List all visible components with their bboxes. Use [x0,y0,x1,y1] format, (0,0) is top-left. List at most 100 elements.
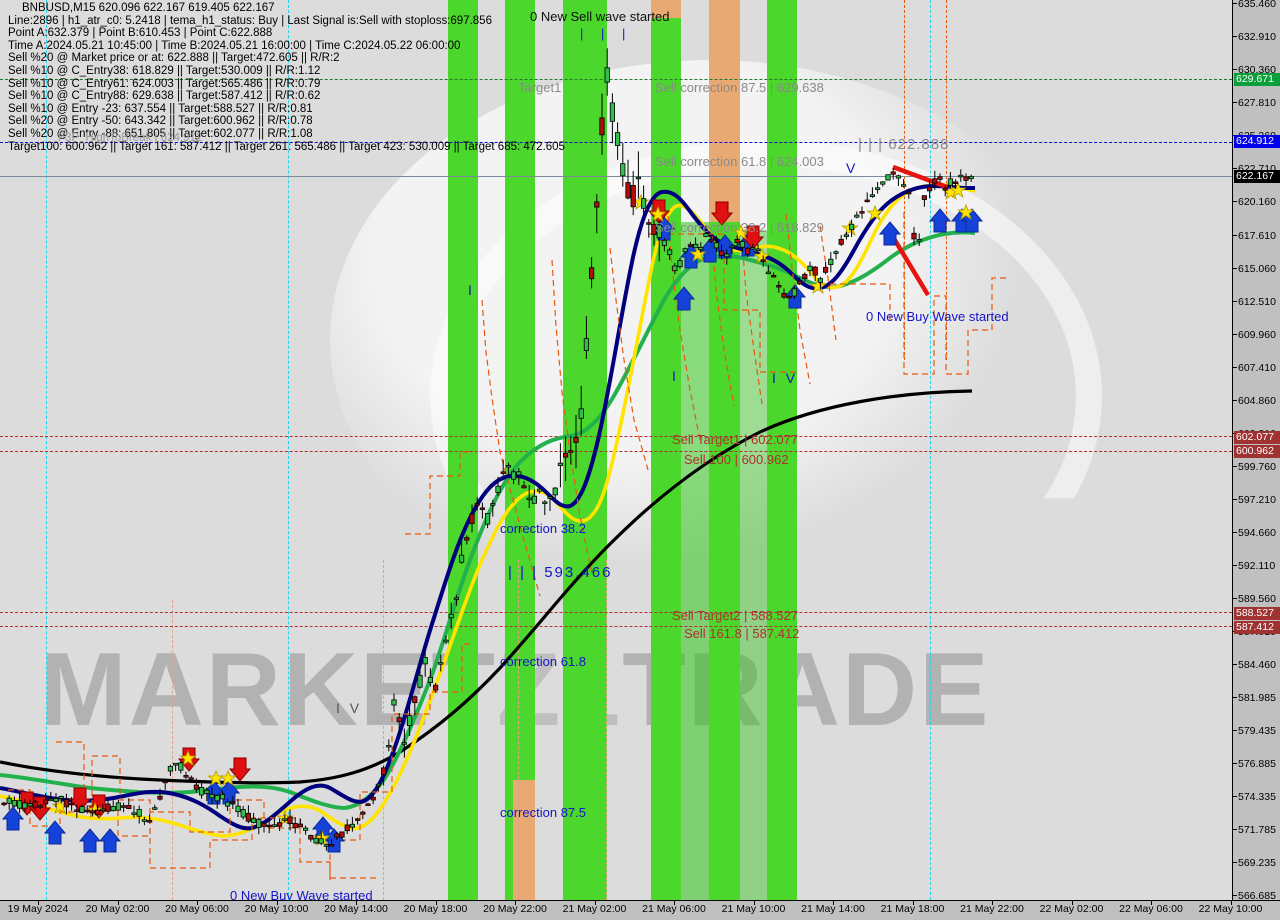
candlestick [625,159,631,200]
candlestick [245,805,251,824]
candlestick [391,693,397,712]
candlestick [406,702,413,736]
candlestick [677,257,683,269]
candlestick [230,795,236,810]
candlestick [531,489,538,504]
candlestick [713,235,720,253]
price-badge: 587.412 [1234,621,1280,635]
fractal-band-dashed [8,212,1010,880]
time-tick-mark [833,901,834,905]
annotation-wave-iv-left: I V [336,700,363,716]
candlestick [250,812,257,824]
vertical-dashed-guide [172,600,173,900]
candlestick [313,833,319,845]
info-line: Sell %10 @ C_Entry61: 624.003 || Target:… [8,77,321,90]
level-label-sell-1618: Sell 161.8 | 587.412 [684,626,800,641]
candlestick [781,288,787,299]
candlestick [209,786,215,805]
time-tick-label: 21 May 14:00 [801,903,865,915]
candlestick [667,247,673,260]
price-tick: 569.235 [1233,857,1280,869]
price-tick: 597.210 [1233,494,1280,506]
annotation-new-buy-wave-bottom: 0 New Buy Wave started [230,888,373,901]
candlestick [682,247,688,255]
time-tick-mark [992,901,993,905]
time-tick-label: 20 May 18:00 [403,903,468,915]
vertical-dashed-guide [518,560,519,900]
level-line-622167 [0,176,1232,177]
candlestick [162,778,168,790]
candlestick [760,255,766,267]
info-line: Sell %20 @ Entry -88: 651.805 || Target:… [8,127,313,140]
candlestick [136,805,142,824]
info-line: Sell %10 @ C_Entry88: 629.638 || Target:… [8,90,321,103]
candlestick [833,250,839,260]
candlestick [646,219,652,238]
chart-series-layer [0,164,1010,880]
candlestick [16,792,23,814]
price-tick: 627.810 [1233,97,1280,109]
time-scale[interactable]: 19 May 2024 20 May 02:00 20 May 06:00 20 Ma… [0,900,1280,920]
candlestick [687,241,694,247]
time-tick-label: 22 May 10:00 [1198,903,1263,915]
candlestick [126,798,132,810]
candlestick [443,635,449,645]
info-line: Sell %10 @ Entry -23: 637.554 || Target:… [8,102,313,115]
candlestick [968,174,974,182]
ma-navy-line [0,183,975,831]
candlestick [271,817,278,828]
candlestick [500,459,506,476]
candlestick [849,219,855,238]
info-line: Time A:2024.05.21 10:45:00 | Time B:2024… [8,39,461,52]
candlestick [771,272,777,278]
candlestick [906,188,912,199]
chart-plot-area[interactable]: MARKETZ1TRADE [0,0,1233,901]
candlestick [48,791,54,802]
time-tick-label: 20 May 14:00 [324,903,388,915]
price-tick: 592.110 [1233,560,1280,572]
candlestick [157,788,163,801]
annotation-bars-top: | | | [580,26,633,41]
time-tick-mark [356,901,357,905]
candlestick [354,817,361,825]
candlestick [615,122,621,160]
info-line: Point A:632.379 | Point B:610.453 | Poin… [8,27,273,40]
candlestick [380,765,387,786]
price-scale[interactable]: 635.460632.910630.360627.810625.260622.7… [1232,0,1280,902]
level-line-587412 [0,626,1232,627]
info-line: Sell %20 @ Market price or at: 622.888 |… [8,52,340,65]
candlestick [58,795,64,804]
candlestick [172,762,179,771]
price-tick: 607.410 [1233,362,1280,374]
level-label-sell-100: Sell 100 | 600.962 [684,452,789,467]
vertical-cyan-guide [930,0,931,900]
candlestick [276,818,283,831]
candlestick [256,817,262,835]
candlestick [27,799,33,808]
candlestick [823,261,829,275]
price-tick: 599.760 [1233,461,1280,473]
candlestick [589,257,595,289]
time-tick-mark [276,901,278,905]
candlestick [505,462,512,475]
price-badge: 629.671 [1234,73,1280,87]
candlestick [188,775,194,780]
candlestick [458,542,465,564]
candlestick [791,286,798,299]
price-tick: 594.660 [1233,527,1280,539]
candlestick [568,436,574,465]
candlestick [365,802,371,806]
time-tick-mark [674,901,675,905]
time-tick-label: 21 May 10:00 [721,903,786,915]
time-tick-label: 21 May 06:00 [642,903,706,915]
candlestick [266,818,272,834]
price-badge: 588.527 [1234,606,1280,620]
info-line: Sell %20 @ Entry -50: 643.342 || Target:… [8,115,313,128]
session-band [740,230,767,900]
vertical-dashed-guide [606,560,607,900]
time-tick-label: 22 May 06:00 [1119,903,1183,915]
candlestick [490,499,496,517]
price-tick: 632.910 [1233,31,1280,43]
candlestick [370,793,376,805]
